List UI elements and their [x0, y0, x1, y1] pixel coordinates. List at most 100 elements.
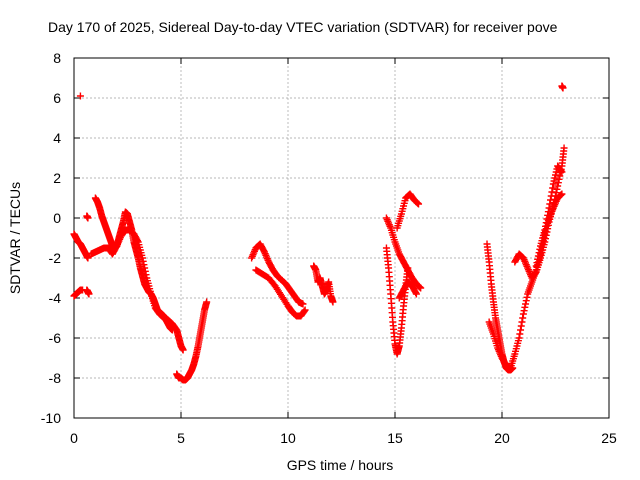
series-arc-1b — [70, 286, 87, 300]
data-point — [519, 310, 527, 318]
chart-grid — [74, 58, 609, 418]
y-axis-ticks: 8 6 4 2 0 -2 -4 -6 -8 -10 — [41, 50, 609, 426]
data-point — [549, 184, 557, 192]
data-point — [299, 300, 307, 308]
chart-title: Day 170 of 2025, Sidereal Day-to-day VTE… — [48, 19, 558, 35]
data-point — [519, 314, 527, 322]
data-point — [558, 190, 566, 198]
data-point — [133, 237, 141, 245]
y-tick-label: -6 — [49, 330, 62, 346]
data-point — [518, 318, 526, 326]
data-point — [138, 254, 146, 262]
series-arc-8d — [532, 162, 566, 270]
data-point — [76, 92, 84, 100]
y-tick-label: -8 — [49, 370, 62, 386]
data-point — [412, 289, 420, 297]
data-point — [517, 322, 525, 330]
series-arc-7d — [395, 278, 420, 302]
x-tick-label: 5 — [177, 430, 185, 446]
data-point — [547, 192, 555, 200]
data-point — [329, 298, 337, 306]
x-tick-label: 15 — [387, 430, 403, 446]
series-arc-5a — [248, 240, 307, 308]
data-point — [554, 182, 562, 190]
data-point — [534, 252, 542, 260]
data-point — [547, 196, 555, 204]
data-point — [141, 264, 149, 272]
data-point — [546, 200, 554, 208]
data-point — [550, 199, 558, 207]
data-point — [179, 346, 187, 354]
data-point — [301, 306, 309, 314]
data-point — [521, 303, 529, 311]
data-point — [515, 334, 523, 342]
x-tick-label: 10 — [280, 430, 296, 446]
series-arc-5b — [252, 266, 309, 320]
y-tick-label: 4 — [53, 130, 61, 146]
data-point — [534, 255, 542, 263]
y-tick-label: -2 — [49, 250, 62, 266]
data-point — [532, 262, 540, 270]
series-arc-6 — [310, 262, 337, 306]
data-point — [523, 293, 531, 301]
data-point — [84, 214, 92, 222]
data-point — [549, 202, 557, 210]
data-point — [517, 326, 525, 334]
data-point — [522, 297, 530, 305]
series-arc-8b — [485, 190, 566, 372]
data-point — [553, 185, 561, 193]
y-tick-label: 0 — [53, 210, 61, 226]
data-points — [70, 82, 568, 384]
series-arc-2 — [91, 194, 176, 334]
data-point — [417, 284, 425, 292]
data-point — [554, 179, 562, 187]
series-arc-outlier-late — [558, 82, 567, 92]
series-arc-7b — [382, 214, 425, 292]
data-point — [560, 144, 568, 152]
data-point — [558, 168, 566, 176]
data-point — [140, 261, 148, 269]
data-point — [533, 259, 541, 267]
data-point — [142, 271, 150, 279]
data-point — [542, 219, 550, 227]
data-point — [555, 175, 563, 183]
data-point — [543, 215, 551, 223]
y-tick-label: 8 — [53, 50, 61, 66]
data-point — [522, 300, 530, 308]
series-arc-4 — [173, 298, 211, 384]
data-point — [412, 290, 420, 298]
y-tick-label: 2 — [53, 170, 61, 186]
data-point — [541, 226, 549, 234]
x-tick-label: 25 — [601, 430, 617, 446]
series-arc-1d — [83, 212, 92, 222]
data-point — [300, 307, 308, 315]
x-axis-label: GPS time / hours — [287, 457, 394, 473]
data-point — [535, 249, 543, 257]
data-point — [559, 84, 567, 92]
data-point — [556, 172, 564, 180]
series-arc-1c — [83, 286, 93, 298]
data-point — [84, 254, 92, 262]
series-arc-1a — [70, 230, 92, 262]
y-tick-label: -10 — [41, 410, 61, 426]
y-tick-label: -4 — [49, 290, 62, 306]
y-axis-label: SDTVAR / TECUs — [7, 182, 23, 294]
data-point — [532, 269, 540, 277]
series-arc-7c — [393, 190, 423, 232]
data-point — [139, 257, 147, 265]
series-arc-outlier-early — [76, 92, 84, 100]
x-tick-label: 20 — [494, 430, 510, 446]
x-axis-ticks: 0 5 10 15 20 25 — [70, 58, 617, 446]
data-point — [548, 188, 556, 196]
series-arc-7a — [382, 244, 412, 358]
data-point — [516, 330, 524, 338]
x-tick-label: 0 — [70, 430, 78, 446]
data-point — [544, 208, 552, 216]
data-point — [85, 290, 93, 298]
data-point — [542, 222, 550, 230]
data-point — [545, 204, 553, 212]
data-point — [520, 307, 528, 315]
data-point — [415, 200, 423, 208]
data-point — [141, 267, 149, 275]
